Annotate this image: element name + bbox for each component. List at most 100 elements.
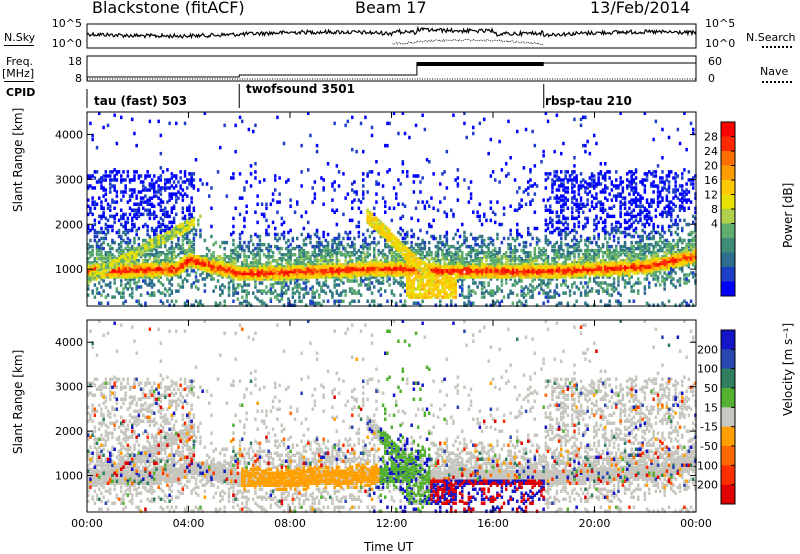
- colorbar-tick-label: 50: [704, 382, 718, 395]
- colorbar-segment: [721, 136, 735, 152]
- velocity-cells: [87, 319, 697, 513]
- y-tick-label: 4000: [55, 128, 83, 141]
- colorbar-segment: [721, 368, 735, 389]
- x-tick-label: 16:00: [477, 517, 509, 530]
- colorbar-frame: [720, 329, 736, 505]
- velocity-cells: [98, 329, 686, 513]
- colorbar-tick-label: 20: [704, 160, 718, 173]
- cpid-label: CPID: [6, 86, 36, 99]
- cpid-segment-1: tau (fast) 503: [94, 94, 187, 108]
- colorbar-segment: [721, 267, 735, 282]
- freq-tick-high: 18: [68, 55, 82, 68]
- colorbar-segment: [721, 330, 735, 350]
- colorbar-tick-label: 15: [704, 401, 718, 414]
- colorbar-tick-label: -100: [693, 459, 718, 472]
- colorbar-tick-label: 24: [704, 145, 718, 158]
- colorbar-tick-label: 4: [711, 218, 718, 231]
- colorbar-segment: [721, 151, 735, 166]
- nsky-line: [86, 25, 697, 40]
- colorbar-segment: [721, 407, 735, 428]
- nsearch-dots: [762, 46, 792, 48]
- nsky-label: N.Sky: [4, 31, 36, 44]
- nsearch-line: [392, 38, 543, 46]
- y-tick-label: 1000: [55, 470, 83, 483]
- velocity-cells: [89, 319, 697, 513]
- cpid-segment-2: twofsound 3501: [246, 82, 355, 96]
- x-tick-label: 04:00: [173, 517, 205, 530]
- power-cells: [87, 210, 697, 299]
- nsearch-tick-low: 10^0: [705, 37, 736, 50]
- colorbar-tick-label: 16: [704, 174, 718, 187]
- power-panel: [87, 111, 697, 307]
- y-tick-label: 3000: [55, 381, 83, 394]
- velocity-ylabel: Slant Range [km]: [11, 349, 25, 454]
- colorbar-segment: [721, 252, 735, 268]
- nave-label: Nave: [760, 65, 789, 78]
- power-cells: [87, 253, 697, 279]
- nave-tick-low: 0: [708, 72, 715, 85]
- colorbar-segment: [721, 349, 735, 370]
- colorbar-tick-label: -15: [700, 421, 718, 434]
- y-tick-label: 2000: [55, 425, 83, 438]
- power-cells: [91, 255, 693, 277]
- y-tick-label: 3000: [55, 173, 83, 186]
- y-tick-label: 4000: [55, 336, 83, 349]
- colorbar-segment: [721, 446, 735, 466]
- velocity-cells: [87, 319, 691, 513]
- x-axis-title: Time UT: [364, 540, 414, 554]
- colorbar-segment: [721, 281, 735, 297]
- power-cells: [87, 214, 697, 307]
- nsky-tick-high: 10^5: [51, 17, 82, 30]
- y-tick-label: 2000: [55, 218, 83, 231]
- colorbar-tick-label: -50: [700, 440, 718, 453]
- colorbar-tick-label: 200: [697, 343, 718, 356]
- x-tick-label: 08:00: [274, 517, 306, 530]
- beam-title: Beam 17: [355, 0, 427, 17]
- colorbar-tick-label: 100: [697, 363, 718, 376]
- colorbar-tick-label: 12: [704, 189, 718, 202]
- velocity-panel: [87, 319, 697, 513]
- colorbar-segment: [721, 465, 735, 486]
- colorbar-segment: [721, 484, 735, 505]
- station-title: Blackstone (fitACF): [92, 0, 245, 17]
- freq-panel-frame: [86, 55, 697, 82]
- nsearch-tick-high: 10^5: [705, 17, 736, 30]
- colorbar-segment: [721, 165, 735, 181]
- nsky-label-underline: [4, 45, 34, 46]
- x-tick-label: 12:00: [376, 517, 408, 530]
- cpid-segment-3: rbsp-tau 210: [545, 94, 632, 108]
- freq-label: Freq.: [6, 55, 34, 68]
- nsearch-label: N.Search: [746, 31, 796, 44]
- frequency-band: [416, 62, 544, 66]
- freq-tick-low: 8: [75, 72, 82, 85]
- x-tick-label: 00:00: [680, 517, 712, 530]
- y-tick-label: 1000: [55, 263, 83, 276]
- x-tick-label: 20:00: [579, 517, 611, 530]
- colorbar-segment: [721, 388, 735, 408]
- velocity-colorbar-label: Velocity [m s⁻¹]: [781, 322, 795, 416]
- date-title: 13/Feb/2014: [590, 0, 691, 17]
- nave-tick-high: 60: [708, 55, 722, 68]
- freq-label-underline: [4, 81, 34, 82]
- colorbar-segment: [721, 223, 735, 239]
- colorbar-tick-label: 28: [704, 131, 718, 144]
- power-cells: [91, 212, 697, 299]
- power-colorbar-label: Power [dB]: [781, 182, 795, 248]
- power-cells: [87, 111, 697, 241]
- power-ylabel: Slant Range [km]: [11, 107, 25, 212]
- x-tick-label: 00:00: [71, 517, 103, 530]
- colorbar-segment: [721, 238, 735, 253]
- colorbar-segment: [721, 194, 735, 210]
- nave-dots: [762, 81, 792, 83]
- colorbar-tick-label: 8: [711, 203, 718, 216]
- frequency-line: [87, 62, 696, 78]
- power-cells: [87, 208, 697, 299]
- power-cells: [87, 216, 697, 307]
- colorbar-tick-label: -200: [693, 479, 718, 492]
- colorbar-segment: [721, 122, 735, 137]
- colorbar-segment: [721, 180, 735, 195]
- colorbar-segment: [721, 426, 735, 447]
- nsky-panel-frame: [86, 23, 697, 49]
